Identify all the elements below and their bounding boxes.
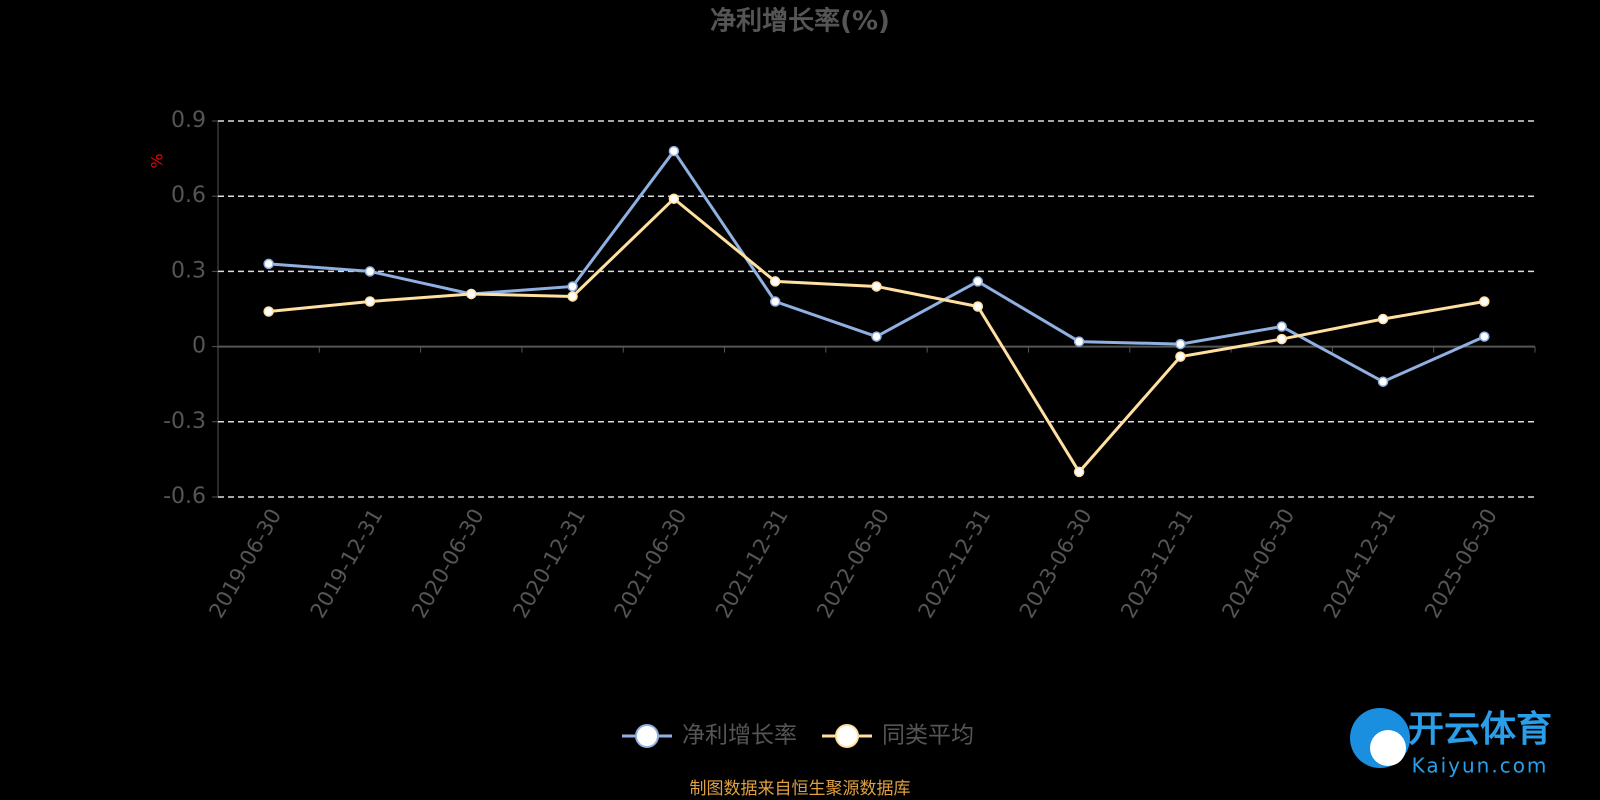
y-tick-label: -0.3: [163, 409, 206, 434]
data-point: [769, 276, 781, 287]
data-point: [1377, 313, 1389, 325]
y-tick-label: 0: [192, 334, 206, 359]
legend-label: 净利增长率: [682, 723, 797, 749]
data-point: [668, 193, 680, 204]
data-point: [871, 281, 882, 292]
data-point: [567, 281, 578, 292]
watermark-site: Kaiyun.com: [1412, 754, 1549, 778]
data-point: [1175, 338, 1186, 350]
y-tick-label: -0.6: [163, 484, 206, 509]
data-point: [1175, 351, 1186, 362]
data-point: [1377, 376, 1389, 387]
data-point: [1073, 466, 1085, 478]
data-point: [466, 288, 477, 300]
legend-item: 同类平均: [822, 723, 974, 749]
data-point: [263, 306, 274, 317]
data-point: [1276, 333, 1287, 345]
data-point: [364, 296, 376, 307]
legend-label: 同类平均: [882, 723, 974, 749]
data-point: [1479, 296, 1490, 307]
data-point: [364, 266, 376, 277]
watermark: 开云体育 Kaiyun.com: [1350, 708, 1552, 778]
watermark-brand: 开云体育: [1408, 709, 1552, 750]
data-point: [263, 258, 274, 270]
data-point: [972, 301, 984, 312]
data-point: [668, 145, 680, 157]
data-point: [1073, 336, 1085, 347]
source-note: 制图数据来自恒生聚源数据库: [690, 779, 911, 799]
data-point: [769, 296, 781, 307]
data-point: [871, 331, 882, 342]
legend-marker: [835, 724, 859, 748]
data-point: [972, 276, 984, 287]
legend-item: 净利增长率: [622, 723, 797, 749]
y-axis-label: %: [148, 153, 167, 168]
y-tick-label: 0.6: [171, 183, 206, 208]
legend-marker: [635, 724, 659, 748]
data-point: [567, 291, 578, 302]
data-point: [1479, 331, 1490, 342]
watermark-logo: [1370, 730, 1406, 766]
y-tick-label: 0.3: [171, 258, 206, 283]
y-tick-label: 0.9: [171, 108, 206, 133]
chart-title: 净利增长率(%): [710, 6, 890, 37]
data-point: [1276, 321, 1287, 332]
